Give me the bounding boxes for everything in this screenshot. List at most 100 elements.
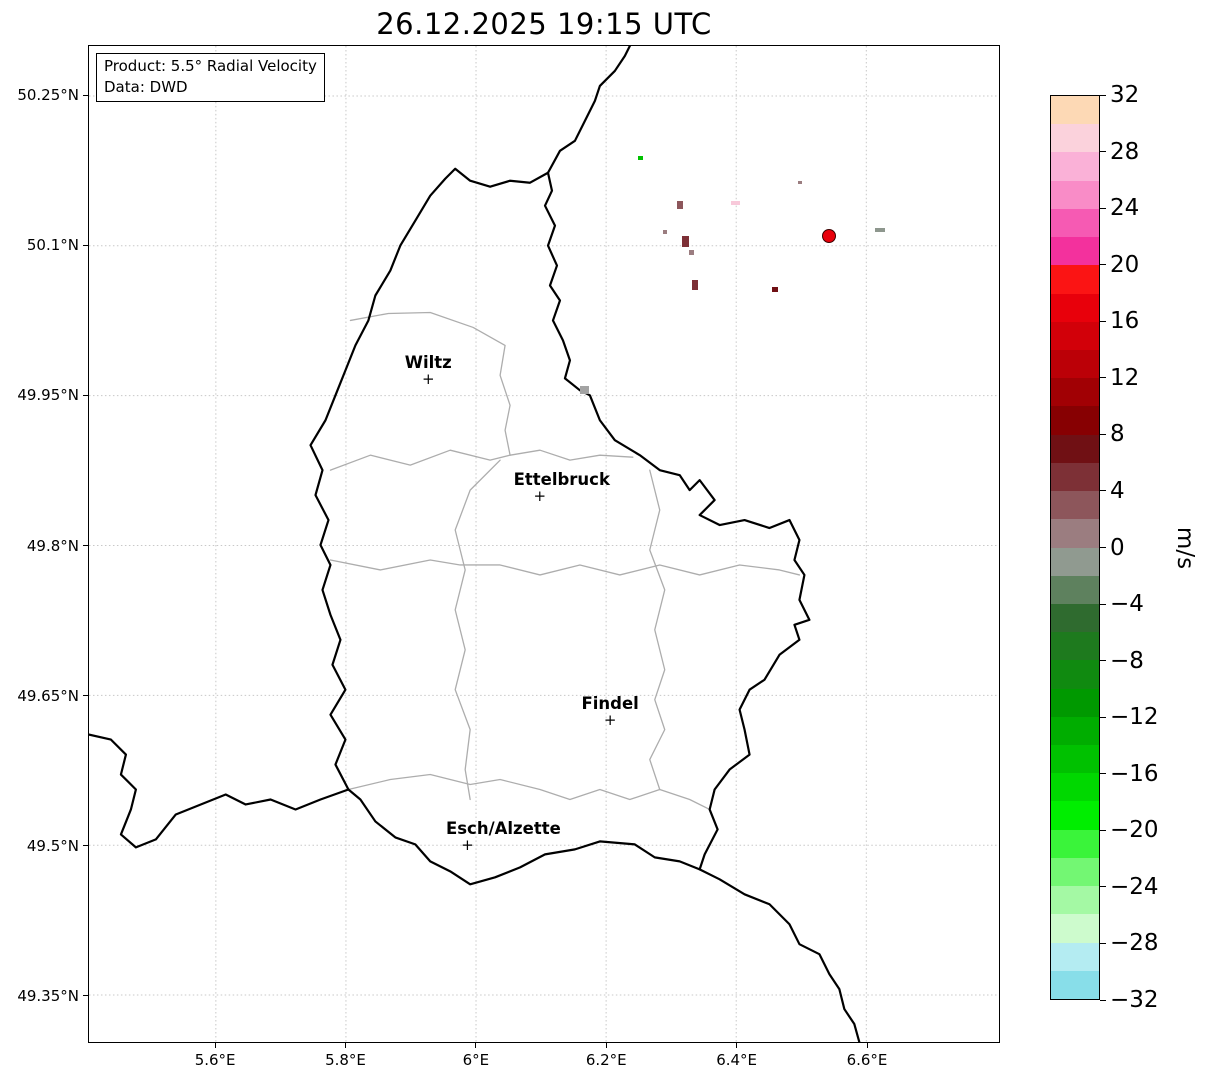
colorbar-tick-mark <box>1100 716 1106 718</box>
colorbar-tick-label: 8 <box>1110 421 1125 448</box>
germany-belgium-border <box>546 46 631 174</box>
colorbar-tick-label: −24 <box>1110 873 1159 900</box>
city-marker: + <box>461 835 474 854</box>
y-tick-mark <box>83 545 88 546</box>
y-tick-label: 49.35°N <box>17 986 79 1005</box>
colorbar-segment <box>1051 886 1099 915</box>
colorbar-tick-label: 28 <box>1110 138 1140 165</box>
colorbar-tick-label: 24 <box>1110 195 1140 222</box>
y-tick-label: 49.8°N <box>26 536 79 555</box>
y-tick-label: 50.25°N <box>17 86 79 105</box>
city-label: Wiltz <box>404 353 452 373</box>
colorbar-tick-label: 12 <box>1110 364 1140 391</box>
radar-echo <box>691 280 698 291</box>
colorbar-segment <box>1051 519 1099 548</box>
x-tick-mark <box>736 1043 738 1048</box>
colorbar-tick-mark <box>1100 660 1106 662</box>
colorbar-segment <box>1051 237 1099 266</box>
product-info-line: Product: 5.5° Radial Velocity <box>104 57 317 75</box>
colorbar-segment <box>1051 124 1099 153</box>
colorbar-tick-label: 4 <box>1110 477 1125 504</box>
germany-france-border <box>698 868 861 1042</box>
radar-echo <box>676 201 683 210</box>
colorbar-tick-label: −32 <box>1110 987 1159 1013</box>
colorbar-tick-label: −8 <box>1110 647 1144 674</box>
colorbar-segment <box>1051 96 1099 125</box>
colorbar-segment <box>1051 914 1099 943</box>
y-tick-label: 49.5°N <box>26 836 79 855</box>
colorbar-tick-label: 32 <box>1110 82 1140 108</box>
x-tick-label: 6.4°E <box>716 1051 758 1069</box>
city-label: Esch/Alzette <box>445 818 561 838</box>
colorbar-tick-mark <box>1100 603 1106 605</box>
colorbar-tick-label: −20 <box>1110 817 1159 844</box>
colorbar-tick-mark <box>1100 773 1106 775</box>
colorbar-segment <box>1051 180 1099 209</box>
y-tick-mark <box>83 244 88 246</box>
colorbar-tick-mark <box>1100 886 1106 888</box>
colorbar-tick-label: 20 <box>1110 251 1140 278</box>
data-source-line: Data: DWD <box>104 78 188 96</box>
radar-echo <box>797 180 802 184</box>
x-tick-mark <box>475 1043 477 1048</box>
product-info-box: Product: 5.5° Radial Velocity Data: DWD <box>96 53 325 102</box>
colorbar-segment <box>1051 575 1099 604</box>
y-tick-mark <box>83 94 88 96</box>
colorbar-unit-label: m/s <box>1172 526 1198 569</box>
colorbar-tick-mark <box>1100 151 1106 153</box>
district-border-mid <box>329 449 634 471</box>
grid-lines <box>89 46 999 1042</box>
x-tick-label: 6°E <box>462 1051 490 1069</box>
colorbar-tick-mark <box>1100 490 1106 492</box>
belgium-france-border <box>89 733 350 849</box>
y-tick-mark <box>83 394 88 396</box>
colorbar-tick-mark <box>1100 433 1106 435</box>
colorbar-segment <box>1051 829 1099 858</box>
colorbar-segment <box>1051 547 1099 576</box>
colorbar-segment <box>1051 462 1099 492</box>
colorbar-tick-label: 0 <box>1110 534 1125 561</box>
plot-title: 26.12.2025 19:15 UTC <box>376 7 712 41</box>
colorbar-tick-label: 16 <box>1110 308 1140 335</box>
colorbar-tick-mark <box>1100 264 1106 266</box>
colorbar-segment <box>1051 773 1099 802</box>
country-borders <box>89 46 861 1042</box>
map-canvas <box>89 46 999 1042</box>
city-marker: + <box>603 710 617 729</box>
x-tick-mark <box>866 1043 868 1048</box>
colorbar-segment <box>1051 406 1099 435</box>
radar-echo <box>772 286 779 292</box>
plot-area: Product: 5.5° Radial Velocity Data: DWD <box>88 45 1000 1043</box>
city-label: Findel <box>581 693 639 713</box>
city-marker: + <box>421 370 435 389</box>
x-tick-label: 5.8°E <box>325 1051 366 1069</box>
colorbar-tick-mark <box>1100 207 1106 209</box>
y-tick-mark <box>83 695 88 697</box>
colorbar-tick-label: −12 <box>1110 704 1159 731</box>
colorbar-tick-label: −28 <box>1110 930 1159 957</box>
radar-echo <box>730 201 740 206</box>
colorbar-tick-label: −4 <box>1110 591 1144 618</box>
y-tick-mark <box>83 995 88 997</box>
colorbar-tick-mark <box>1100 320 1106 322</box>
colorbar-segment <box>1051 603 1099 633</box>
x-tick-label: 5.6°E <box>194 1051 236 1069</box>
colorbar-segment <box>1051 745 1099 774</box>
x-tick-label: 6.6°E <box>846 1051 888 1069</box>
radar-site-marker <box>822 229 837 244</box>
colorbar-segment <box>1051 321 1099 350</box>
district-border-east-vertical <box>649 469 666 791</box>
district-border-north <box>349 311 511 456</box>
colorbar-segment <box>1051 152 1099 181</box>
colorbar-tick-label: −16 <box>1110 760 1159 787</box>
district-border-central-horizontal <box>329 559 801 576</box>
city-marker: + <box>533 487 547 506</box>
colorbar-segment <box>1051 378 1099 407</box>
y-tick-label: 50.1°N <box>26 236 79 255</box>
colorbar-segment <box>1051 632 1099 661</box>
colorbar-tick-mark <box>1100 377 1106 379</box>
radar-echo <box>688 249 694 255</box>
colorbar-tick-mark <box>1100 942 1106 944</box>
x-tick-label: 6.2°E <box>585 1051 627 1069</box>
